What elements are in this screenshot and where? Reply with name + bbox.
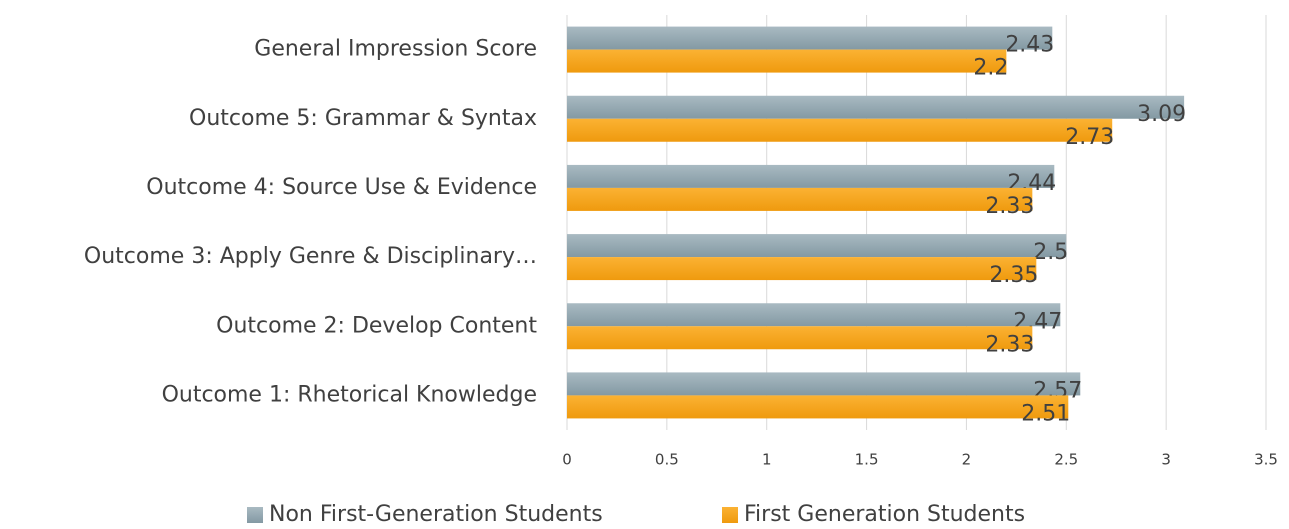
- data-label: 2.33: [985, 332, 1034, 357]
- category-label: Outcome 1: Rhetorical Knowledge: [162, 382, 537, 407]
- legend-label: Non First-Generation Students: [269, 502, 603, 527]
- category-label: General Impression Score: [254, 37, 537, 62]
- bar: [567, 372, 1081, 396]
- x-tick-label: 3: [1161, 451, 1171, 469]
- data-label: 3.09: [1137, 102, 1186, 127]
- data-label: 2.5: [1033, 240, 1068, 265]
- bar: [567, 95, 1185, 119]
- x-tick-label: 2.5: [1054, 451, 1078, 469]
- data-label: 2.35: [989, 263, 1038, 288]
- bar: [567, 395, 1069, 419]
- category-label: Outcome 4: Source Use & Evidence: [146, 175, 537, 200]
- bar: [567, 26, 1053, 50]
- bar: [567, 164, 1055, 188]
- data-label: 2.51: [1021, 401, 1070, 426]
- x-tick-label: 0.5: [655, 451, 679, 469]
- bar: [567, 326, 1033, 350]
- legend-label: First Generation Students: [744, 502, 1025, 527]
- category-label: Outcome 3: Apply Genre & Disciplinary…: [84, 244, 537, 269]
- x-tick-label: 0: [562, 451, 572, 469]
- bar: [567, 49, 1007, 73]
- legend-swatch: [247, 507, 263, 523]
- data-label: 2.33: [985, 194, 1034, 219]
- data-label: 2.43: [1005, 33, 1054, 58]
- x-tick-label: 1: [762, 451, 772, 469]
- x-tick-label: 3.5: [1254, 451, 1278, 469]
- data-label: 2.73: [1065, 125, 1114, 150]
- category-label: Outcome 5: Grammar & Syntax: [189, 106, 537, 131]
- bar: [567, 234, 1067, 258]
- legend-swatch: [722, 507, 738, 523]
- data-label: 2.2: [973, 56, 1008, 81]
- category-label: Outcome 2: Develop Content: [216, 313, 537, 338]
- bar: [567, 303, 1061, 327]
- bar: [567, 257, 1037, 281]
- bar: [567, 118, 1113, 142]
- x-tick-label: 2: [962, 451, 972, 469]
- x-tick-label: 1.5: [855, 451, 879, 469]
- bar: [567, 187, 1033, 211]
